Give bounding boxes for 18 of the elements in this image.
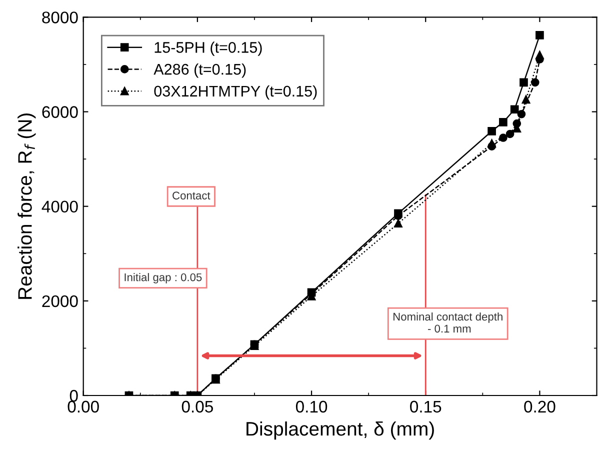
x-tick-label: 0.20 — [524, 400, 556, 413]
x-axis-title: Displacement, δ (mm) — [246, 421, 434, 440]
legend-label: 15-5PH (t=0.15) — [154, 42, 262, 56]
y-tick-label: 6000 — [42, 106, 78, 118]
annotation: Initial gap : 0.05 — [124, 273, 202, 284]
y-tick-label: 8000 — [42, 12, 78, 24]
legend-label: 03X12HTMTPY (t=0.15) — [154, 85, 317, 100]
y-tick-label: 4000 — [42, 200, 78, 213]
y-axis-title: Reaction force, R$_{f}$ (N) — [18, 114, 36, 299]
y-tick-label: 0 — [70, 390, 78, 402]
x-tick-label: 0.00 — [68, 400, 99, 413]
legend-label: A286 (t=0.15) — [154, 64, 246, 78]
y-tick-label: 2000 — [42, 295, 78, 308]
annotation: Contact — [172, 192, 210, 200]
x-tick-label: 0.15 — [410, 400, 442, 413]
annotation: Nominal contact depth - 0.1 mm — [394, 312, 502, 333]
x-tick-label: 0.10 — [296, 400, 328, 413]
x-tick-label: 0.05 — [182, 400, 213, 413]
